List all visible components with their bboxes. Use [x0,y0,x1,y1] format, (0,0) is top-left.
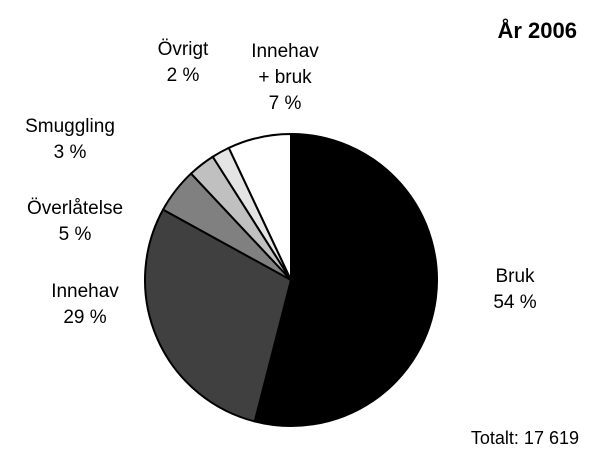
slice-label: Överlåtelse 5 % [5,196,145,248]
slice-label: Innehav 29 % [40,279,130,331]
category-label: Smuggling [25,116,115,137]
value-label: 29 % [63,307,107,328]
value-label: 7 % [268,93,302,114]
category-label: Innehav [51,281,119,302]
total-note: Totalt: 17 619 [470,428,579,448]
category-label: Bruk [495,266,535,287]
value-label: 3 % [53,142,87,163]
slice-label: Innehav + bruk 7 % [245,39,325,117]
category-label: Överlåtelse [26,198,124,219]
pie-slice [227,132,292,281]
category-label: Övrigt [157,39,209,60]
pie-slice [144,208,293,423]
pie-slice [253,132,438,427]
chart-title: År 2006 [497,18,577,43]
slice-label: Smuggling 3 % [5,114,135,166]
value-label: 5 % [58,224,92,245]
value-label: 54 % [493,292,537,313]
value-label: 2 % [166,65,200,86]
category-label: Innehav + bruk [251,41,319,88]
slice-label: Övrigt 2 % [143,37,223,89]
slice-label: Bruk 54 % [475,264,555,316]
